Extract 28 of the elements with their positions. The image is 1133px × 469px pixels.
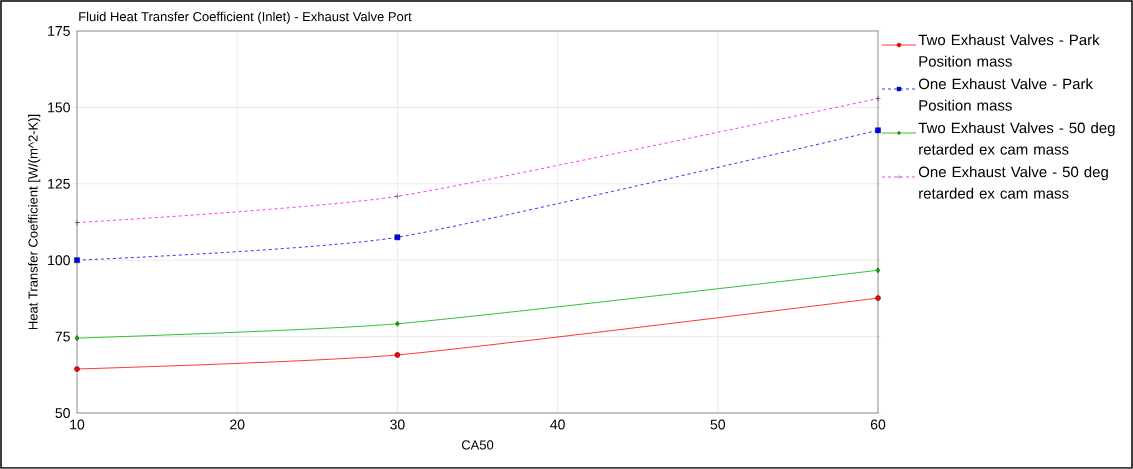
y-tick-label: 125: [48, 178, 70, 189]
point: [74, 366, 80, 372]
point: [74, 257, 80, 263]
y-tick-label: 175: [48, 26, 70, 36]
x-tick-label: 50: [710, 419, 726, 430]
legend-label: Two Exhaust Valves - Park Position mass: [918, 34, 1100, 67]
x-tick-label: 60: [870, 419, 886, 430]
y-tick-label: 50: [55, 408, 70, 418]
point: [875, 267, 881, 274]
x-axis-title: CA50: [461, 440, 494, 450]
legend-label: One Exhaust Valve - 50 deg retarded ex cam mass: [918, 166, 1108, 199]
point: [74, 335, 80, 341]
point: [875, 127, 881, 134]
chart-title: Fluid Heat Transfer Coefficient (Inlet) - Exhaust Valve Port: [79, 11, 412, 24]
point: [394, 234, 401, 241]
point: [875, 295, 881, 301]
y-tick-label: 100: [48, 255, 70, 266]
x-tick-label: 10: [70, 419, 85, 430]
point: [394, 352, 401, 358]
legend-label: One Exhaust Valve - Park Position mass: [918, 78, 1093, 111]
y-tick-label: 75: [55, 331, 70, 342]
y-tick-label: 150: [48, 102, 70, 113]
y-axis-title: Heat Transfer Coefficient [W/(m^2-K)]: [28, 114, 41, 330]
x-tick-label: 40: [550, 419, 565, 430]
point: [395, 320, 400, 327]
x-tick-label: 30: [390, 419, 405, 430]
x-tick-label: 20: [230, 419, 245, 430]
legend-label: Two Exhaust Valves - 50 deg retarded ex cam mass: [918, 122, 1115, 155]
